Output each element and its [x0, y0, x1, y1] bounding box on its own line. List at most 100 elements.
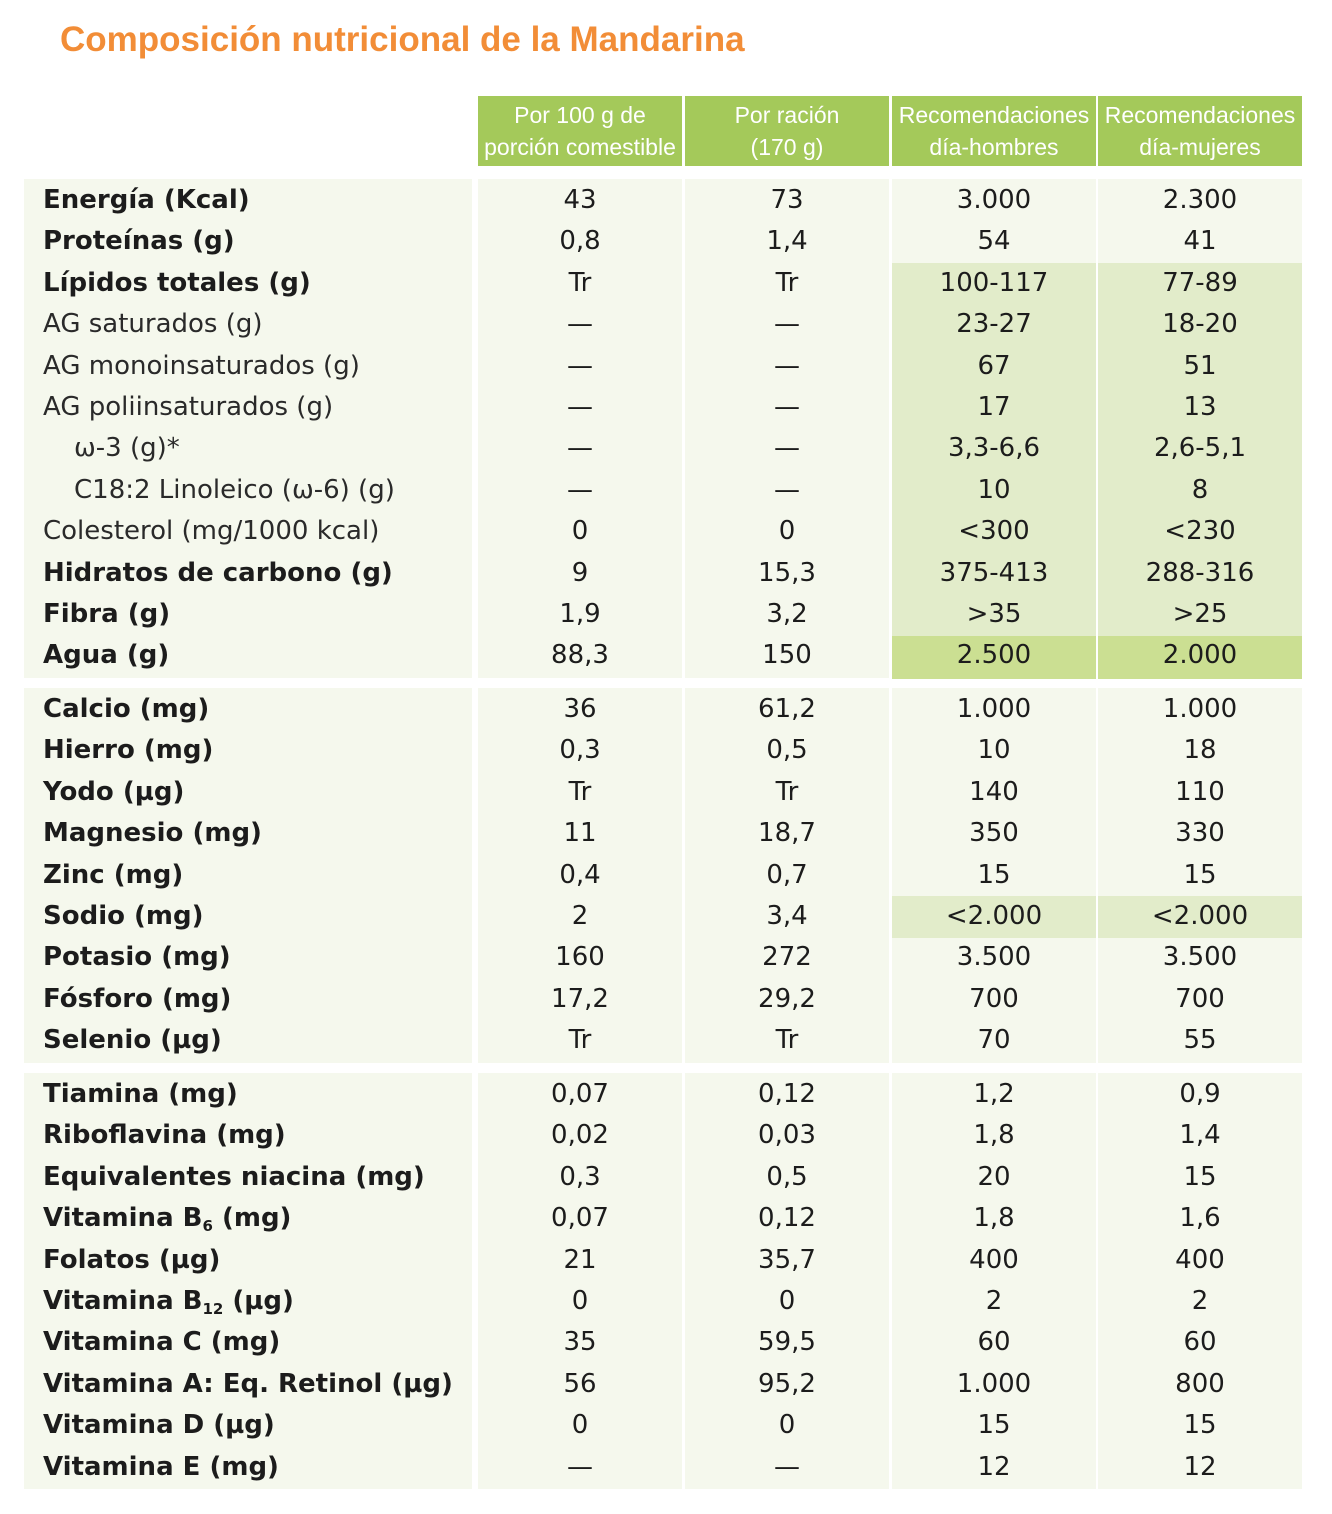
nutrient-label: Zinc (mg): [43, 859, 184, 890]
table-row: Fibra (g) 1,9 3,2 >35 >25: [24, 594, 1304, 635]
recommendation-highlight: [1098, 636, 1302, 679]
value-cell: 54: [977, 226, 1011, 257]
value-cell: 0,5: [766, 1161, 808, 1192]
value-cell: 0: [778, 1410, 796, 1441]
value-cell: 59,5: [758, 1327, 816, 1358]
recommendation-highlight: [892, 511, 1096, 554]
table-row: Lípidos totales (g) Tr Tr 100-117 77-89: [24, 263, 1304, 304]
value-cell: 0,3: [559, 1161, 601, 1192]
value-cell: 350: [969, 818, 1019, 849]
header-line: Por 100 g de: [514, 102, 646, 128]
value-cell: 15,3: [758, 557, 816, 588]
value-cell: 0: [571, 1410, 589, 1441]
table-row: Energía (Kcal) 43 73 3.000 2.300: [24, 180, 1304, 221]
value-cell: 18,7: [758, 818, 816, 849]
value-cell: Tr: [775, 267, 799, 298]
table-row: Vitamina B6 (mg) 0,07 0,12 1,8 1,6: [24, 1198, 1304, 1239]
value-cell: 0,9: [1179, 1079, 1221, 1109]
value-cell: 8: [1191, 474, 1209, 505]
recommendation-highlight: [892, 345, 1096, 388]
value-cell: 12: [1183, 1451, 1217, 1482]
section-panel: [685, 688, 889, 1063]
value-cell: 15: [977, 1410, 1011, 1441]
value-cell: Tr: [775, 1025, 799, 1056]
nutrient-label: Tiamina (mg): [43, 1079, 238, 1109]
value-cell: 0,4: [559, 859, 601, 890]
table-row: Selenio (µg) Tr Tr 70 55: [24, 1020, 1304, 1061]
value-cell: 0,03: [758, 1120, 816, 1151]
nutrient-label: Folatos (µg): [43, 1244, 221, 1275]
recommendation-highlight: [1098, 345, 1302, 388]
value-cell: —: [567, 433, 593, 464]
table-row: Equivalentes niacina (mg) 0,3 0,5 20 15: [24, 1157, 1304, 1198]
recommendation-highlight: [892, 896, 1096, 939]
value-cell: 56: [563, 1368, 597, 1399]
value-cell: 9: [571, 557, 589, 588]
section-panel: [478, 688, 682, 1063]
value-cell: 3,4: [766, 901, 808, 931]
value-cell: Tr: [568, 1025, 592, 1056]
nutrient-label: AG monoinsaturados (g): [43, 350, 360, 381]
value-cell: 21: [563, 1244, 597, 1275]
nutrient-label: AG saturados (g): [43, 309, 263, 340]
nutrient-label: Vitamina B6 (mg): [43, 1203, 292, 1236]
recommendation-highlight: [1098, 262, 1302, 306]
value-cell: 140: [969, 776, 1019, 807]
recommendation-highlight: [892, 636, 1096, 679]
value-cell: 0,8: [559, 226, 601, 257]
value-cell: 0: [571, 1286, 589, 1316]
value-cell: —: [774, 1451, 800, 1482]
nutrient-label: AG poliinsaturados (g): [43, 392, 334, 422]
nutrient-label: Selenio (µg): [43, 1025, 222, 1056]
value-cell: 2,6-5,1: [1153, 433, 1247, 464]
value-cell: 2: [985, 1286, 1003, 1316]
value-cell: Tr: [775, 776, 799, 807]
value-cell: 0,3: [559, 735, 601, 766]
value-cell: >25: [1172, 599, 1228, 629]
value-cell: 67: [977, 350, 1011, 381]
value-cell: 70: [977, 1025, 1011, 1056]
value-cell: Tr: [568, 267, 592, 298]
value-cell: 2: [571, 901, 589, 931]
value-cell: 15: [1183, 859, 1217, 890]
header-line: Recomendaciones: [898, 102, 1090, 128]
value-cell: 29,2: [758, 983, 816, 1014]
value-cell: 12: [977, 1451, 1011, 1482]
section-panel: [892, 688, 1096, 1063]
value-cell: —: [774, 392, 800, 422]
value-cell: 2.300: [1162, 185, 1238, 215]
value-cell: 61,2: [758, 694, 816, 724]
value-cell: 0,07: [551, 1203, 609, 1234]
value-cell: 17: [977, 392, 1011, 422]
recommendation-highlight: [892, 594, 1096, 637]
nutrient-label: Agua (g): [43, 640, 170, 671]
recommendation-highlight: [892, 428, 1096, 471]
value-cell: 3.500: [956, 942, 1032, 973]
recommendation-highlight: [1098, 511, 1302, 554]
value-cell: 18-20: [1162, 309, 1238, 340]
section-panel: [892, 1073, 1096, 1489]
value-cell: Tr: [568, 776, 592, 807]
value-cell: 11: [563, 818, 597, 849]
value-cell: 0,07: [551, 1079, 609, 1109]
value-cell: 1.000: [956, 694, 1032, 724]
value-cell: 330: [1175, 818, 1225, 849]
recommendation-highlight: [1098, 594, 1302, 637]
value-cell: —: [567, 474, 593, 505]
recommendation-highlight: [1098, 552, 1302, 595]
recommendation-highlight: [1098, 896, 1302, 939]
nutrient-label: Equivalentes niacina (mg): [43, 1161, 425, 1192]
nutrient-label: Potasio (mg): [43, 942, 231, 973]
value-cell: 35,7: [758, 1244, 816, 1275]
section-panel: [1098, 1073, 1302, 1489]
table-row: AG saturados (g) — — 23-27 18-20: [24, 304, 1304, 345]
nutrient-label: Proteínas (g): [43, 226, 235, 257]
table-row: ω-3 (g)* — — 3,3-6,6 2,6-5,1: [24, 428, 1304, 469]
value-cell: 0: [571, 516, 589, 547]
table-row: Sodio (mg) 2 3,4 <2.000 <2.000: [24, 896, 1304, 937]
section-panel: [478, 179, 682, 678]
value-cell: —: [774, 350, 800, 381]
value-cell: 1,4: [766, 226, 808, 257]
section-panel: [24, 1073, 472, 1489]
value-cell: 3.000: [956, 185, 1032, 215]
